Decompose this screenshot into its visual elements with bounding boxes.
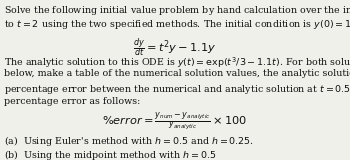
Text: percentage error between the numerical and analytic solution at $t = 0.5, 1, 1.5: percentage error between the numerical a…	[4, 83, 350, 96]
Text: (b)  Using the midpoint method with $h = 0.5$: (b) Using the midpoint method with $h = …	[4, 148, 217, 160]
Text: $\% error = \frac{y_{num} - y_{analytic}}{y_{analytic}} \times 100$: $\% error = \frac{y_{num} - y_{analytic}…	[103, 111, 247, 133]
Text: Solve the following initial value problem by hand calculation over the interval : Solve the following initial value proble…	[4, 4, 350, 17]
Text: $\frac{dy}{dt} = t^2y - 1.1y$: $\frac{dy}{dt} = t^2y - 1.1y$	[133, 36, 217, 59]
Text: percentage error as follows:: percentage error as follows:	[4, 97, 141, 106]
Text: (a)  Using Euler's method with $h = 0.5$ and $h = 0.25$.: (a) Using Euler's method with $h = 0.5$ …	[4, 134, 254, 148]
Text: below, make a table of the numerical solution values, the analytic solution valu: below, make a table of the numerical sol…	[4, 69, 350, 78]
Text: The analytic solution to this ODE is $y(t) = \exp(t^3/3 - 1.1t)$. For both solut: The analytic solution to this ODE is $y(…	[4, 55, 350, 70]
Text: to $t = 2$ using the two specified methods. The initial condition is $y(0) = 1$.: to $t = 2$ using the two specified metho…	[4, 18, 350, 31]
